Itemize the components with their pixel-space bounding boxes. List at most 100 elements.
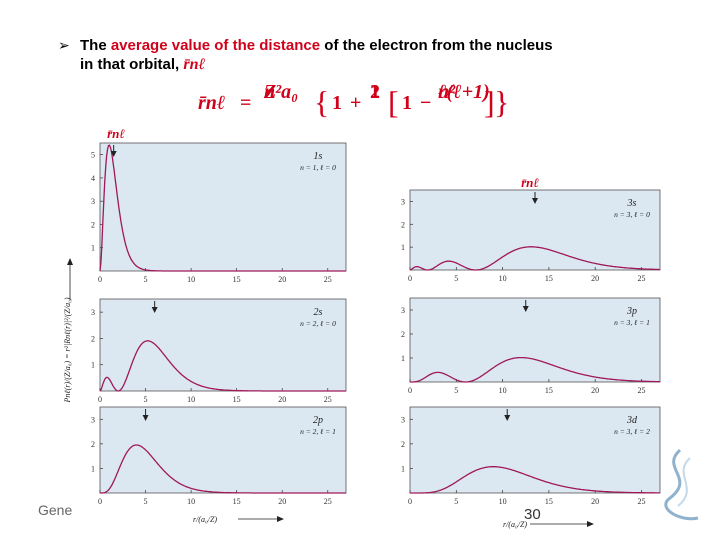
x-tick-label: 0 [98, 395, 102, 404]
orbital-label: 2p [313, 415, 323, 426]
panel-2p: 0 5 10 15 20 25 1 2 3 2pn = 2, ℓ = 1 [91, 406, 347, 506]
x-tick-label: 0 [98, 497, 102, 506]
distribution-curve-1s [99, 144, 346, 272]
x-tick-label: 0 [408, 274, 412, 283]
x-tick-label: 20 [591, 386, 599, 395]
x-tick-label: 25 [637, 497, 645, 506]
right-arrow-icon [277, 516, 284, 522]
quantum-numbers-label: n = 2, ℓ = 0 [300, 319, 336, 328]
brace-close: } [494, 84, 510, 120]
distribution-curve-3s [409, 246, 660, 271]
formula-plus: + [350, 92, 362, 114]
frac3-num: ℓ(ℓ+1) [438, 81, 490, 103]
frac1-den: Z [264, 81, 277, 103]
down-arrow-icon [504, 415, 511, 421]
distribution-curve-3p [410, 356, 661, 383]
plot-background [409, 406, 661, 494]
panel-3d: 0 5 10 15 20 25 1 2 3 3dn = 3, ℓ = 2 [401, 406, 661, 506]
x-tick-label: 15 [233, 497, 241, 506]
y-tick-label: 3 [401, 415, 405, 424]
distribution-curve-2s [99, 340, 346, 392]
x-tick-label: 5 [454, 386, 458, 395]
up-arrow-icon [67, 258, 73, 265]
quantum-numbers-label: n = 3, ℓ = 2 [614, 427, 650, 436]
x-tick-label: 10 [499, 497, 507, 506]
x-tick-label: 10 [499, 386, 507, 395]
y-axis-label: Pnℓ(r)/(Z/a₀) = r²|Rnℓ(r)|²/(Z/a₀) [63, 297, 72, 403]
y-tick-label: 5 [91, 151, 95, 160]
down-arrow-icon [532, 198, 538, 204]
bullet-line-1: The average value of the distance of the… [80, 37, 553, 54]
x-tick-label: 5 [144, 395, 148, 404]
y-tick-label: 2 [91, 220, 95, 229]
x-tick-label: 5 [454, 274, 458, 283]
x-tick-label: 25 [324, 497, 332, 506]
x-tick-label: 10 [187, 275, 195, 284]
x-tick-label: 15 [545, 386, 553, 395]
x-tick-label: 5 [144, 497, 148, 506]
quantum-numbers-label: n = 3, ℓ = 1 [614, 318, 650, 327]
footer-text: Gene [38, 502, 73, 518]
y-tick-label: 1 [91, 244, 95, 253]
x-tick-label: 25 [324, 275, 332, 284]
page-number: 30 [524, 506, 541, 523]
x-tick-label: 10 [499, 274, 507, 283]
quantum-numbers-label: n = 2, ℓ = 1 [300, 427, 336, 436]
x-tick-label: 20 [278, 497, 286, 506]
panel-3p: 0 5 10 15 20 25 1 2 3 3pn = 3, ℓ = 1 [401, 297, 661, 395]
orbital-label: 2s [314, 307, 323, 318]
y-tick-label: 2 [91, 334, 95, 343]
formula-one: 1 [332, 92, 342, 114]
quantum-numbers-label: n = 1, ℓ = 0 [300, 163, 336, 172]
x-tick-label: 10 [187, 497, 195, 506]
rbar-label: r̄nℓ [521, 175, 539, 190]
frac2-den: 2 [370, 81, 380, 103]
y-tick-label: 3 [401, 306, 405, 315]
panel-1s: 0 5 10 15 20 25 1 2 3 4 5 1sn = 1, ℓ = 0 [91, 142, 347, 284]
y-tick-label: 1 [91, 464, 95, 473]
x-tick-label: 0 [98, 275, 102, 284]
formula-one-2: 1 [402, 92, 412, 114]
x-tick-label: 20 [278, 275, 286, 284]
x-tick-label: 15 [233, 395, 241, 404]
plot-background [99, 298, 347, 392]
x-tick-label: 10 [187, 395, 195, 404]
y-tick-label: 3 [91, 308, 95, 317]
down-arrow-icon [151, 307, 158, 313]
panel-2s: 0 5 10 15 20 25 1 2 3 2sn = 2, ℓ = 0 [91, 298, 347, 404]
y-tick-label: 2 [401, 440, 405, 449]
y-tick-label: 1 [401, 464, 405, 473]
plot-background [99, 142, 347, 272]
frac1-num: n²a₀ [264, 81, 299, 103]
rbar-symbol: r̄nℓ [183, 56, 206, 73]
bracket-open: [ [388, 84, 399, 120]
panel-3s: 0 5 10 15 20 25 1 2 3 3sn = 3, ℓ = 0 [401, 189, 661, 283]
right-arrow-icon [587, 521, 594, 527]
frac3-den: n² [438, 81, 456, 103]
orbital-label: 1s [314, 151, 323, 162]
x-tick-label: 5 [144, 275, 148, 284]
orbital-label: 3d [626, 415, 638, 426]
y-tick-label: 2 [91, 440, 95, 449]
x-tick-label: 15 [545, 497, 553, 506]
rbar-label: r̄nℓ [107, 126, 125, 141]
decorative-swirl-icon [664, 448, 699, 521]
y-tick-label: 4 [91, 174, 95, 183]
x-tick-label: 15 [545, 274, 553, 283]
formula-lhs: r̄nℓ [198, 92, 226, 114]
x-tick-label: 0 [408, 497, 412, 506]
frac2-num: 1 [370, 81, 380, 103]
down-arrow-icon [522, 306, 529, 312]
y-tick-label: 1 [401, 354, 405, 363]
y-tick-label: 1 [91, 361, 95, 370]
x-tick-label: 0 [408, 386, 412, 395]
x-tick-label: 20 [591, 497, 599, 506]
x-tick-label: 25 [637, 386, 645, 395]
x-tick-label: 5 [454, 497, 458, 506]
x-tick-label: 20 [278, 395, 286, 404]
distribution-curve-3d [410, 466, 660, 494]
orbital-label: 3s [627, 198, 637, 209]
y-tick-label: 1 [401, 243, 405, 252]
